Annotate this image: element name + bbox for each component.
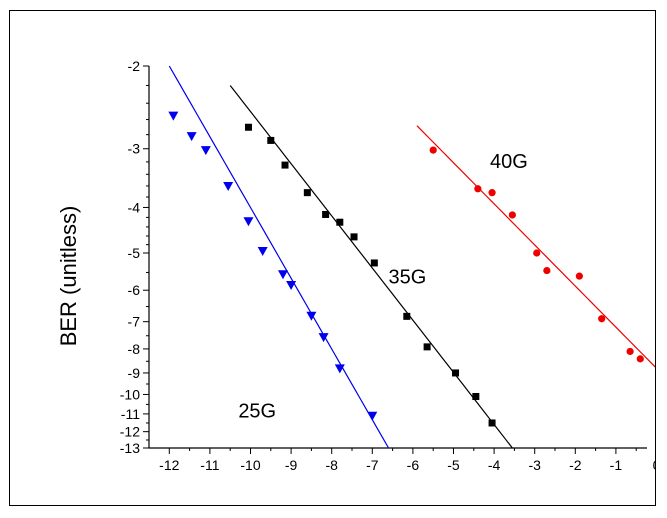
y-axis-title: BER (unitless) <box>56 206 81 347</box>
data-point-series-0 <box>200 146 211 156</box>
x-tick-label: -7 <box>366 457 379 473</box>
y-tick-label: -8 <box>128 341 141 357</box>
x-tick-label: -11 <box>200 457 219 473</box>
data-point-series-2 <box>508 211 516 219</box>
series-annotation: 35G <box>389 266 427 288</box>
y-ticks: -2 -3 -4 -5 -6 -7 -8 -9 -10 -11 -12-13 <box>120 58 149 456</box>
y-tick-label: -9 <box>128 365 141 381</box>
x-tick-label: -5 <box>447 457 460 473</box>
x-tick-label: -4 <box>488 457 501 473</box>
data-point-series-1 <box>403 312 411 320</box>
x-tick-label: -12 <box>159 457 179 473</box>
data-point-series-0 <box>286 281 297 291</box>
data-point-series-1 <box>452 369 460 377</box>
series-annotation: 25G <box>238 401 276 423</box>
series-annotation: 40G <box>490 151 528 173</box>
data-point-series-2 <box>429 146 437 154</box>
data-point-series-2 <box>598 315 606 323</box>
data-point-series-2 <box>636 355 644 363</box>
y-tick-label: -4 <box>128 199 141 215</box>
x-tick-label: -8 <box>325 457 338 473</box>
x-tick-label: -9 <box>285 457 298 473</box>
data-point-series-2 <box>543 266 551 275</box>
ber-chart: -12-11-10-9-8-7-6-5-4-3-2-10 -2-3-4-5-6-… <box>56 58 655 473</box>
annotations: 25G 35G 40G <box>238 151 528 422</box>
axes <box>148 66 647 449</box>
y-tick-label: -7 <box>128 314 141 330</box>
y-tick-label: -12 <box>120 424 140 440</box>
data-point-series-2 <box>533 249 541 257</box>
y-tick-label: -2 <box>128 58 141 74</box>
chart-frame: -12-11-10-9-8-7-6-5-4-3-2-10 -2-3-4-5-6-… <box>9 10 656 506</box>
fit-lines <box>168 65 655 449</box>
x-tick-label: -10 <box>240 457 260 473</box>
y-tick-label: -6 <box>128 282 141 298</box>
data-point-series-2 <box>488 189 496 197</box>
y-tick-label: -3 <box>128 141 141 157</box>
data-point-series-0 <box>257 246 268 256</box>
y-tick-label: -13 <box>120 440 140 456</box>
x-tick-label: -1 <box>610 457 623 473</box>
data-point-series-1 <box>336 218 344 226</box>
x-tick-label: -6 <box>407 457 420 473</box>
data-point-series-1 <box>370 259 378 267</box>
fit-line-series-1 <box>229 85 513 449</box>
data-point-series-0 <box>186 132 197 142</box>
data-point-series-2 <box>474 185 482 193</box>
data-points <box>168 111 644 427</box>
fit-line-series-2 <box>416 125 655 368</box>
fit-line-series-0 <box>168 65 390 449</box>
data-point-series-0 <box>277 270 288 280</box>
y-tick-label: -10 <box>120 386 140 402</box>
data-point-series-0 <box>367 411 378 421</box>
data-point-series-0 <box>334 364 345 374</box>
data-point-series-1 <box>281 161 289 169</box>
x-ticks: -12-11-10-9-8-7-6-5-4-3-2-10 <box>159 448 655 473</box>
data-point-series-0 <box>243 217 254 227</box>
data-point-series-1 <box>472 392 480 400</box>
data-point-series-0 <box>318 333 329 343</box>
data-point-series-1 <box>488 419 496 427</box>
data-point-series-1 <box>322 210 330 218</box>
x-tick-label: 0 <box>653 457 655 473</box>
data-point-series-1 <box>244 123 252 131</box>
data-point-series-1 <box>267 136 275 144</box>
data-point-series-0 <box>223 181 234 191</box>
data-point-series-0 <box>306 311 317 321</box>
data-point-series-1 <box>303 189 311 197</box>
x-tick-label: -3 <box>528 457 541 473</box>
data-point-series-1 <box>423 343 431 351</box>
y-tick-label: -5 <box>128 245 141 261</box>
x-tick-label: -2 <box>569 457 582 473</box>
data-point-series-2 <box>575 272 583 280</box>
data-point-series-2 <box>626 347 634 356</box>
y-tick-label: -11 <box>121 406 140 422</box>
data-point-series-1 <box>350 233 358 241</box>
data-point-series-0 <box>168 111 179 121</box>
